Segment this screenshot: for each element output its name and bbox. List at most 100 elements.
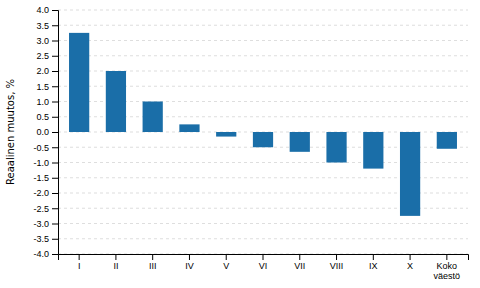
grid-line (58, 25, 468, 26)
grid-line (58, 40, 468, 41)
x-tick-mark (152, 254, 153, 260)
y-tick-label: 0.0 (36, 127, 49, 137)
y-tick-label: -2.0 (33, 188, 49, 198)
y-tick-label: 3.0 (36, 36, 49, 46)
bar (437, 132, 457, 149)
x-tick-mark (336, 254, 337, 260)
y-tick-mark (52, 10, 58, 11)
y-tick: -4.0 (33, 249, 58, 259)
y-tick: -0.5 (33, 143, 58, 153)
x-tick-label: II (113, 261, 118, 271)
chart: -4.0 -3.5 -3.0 -2.5 -2.0 -1.5 -1.0 -0.5 0.0 0.5 1.… (0, 0, 480, 288)
y-tick-label: -1.5 (33, 173, 49, 183)
bar (143, 102, 163, 133)
x-tick-mark (115, 254, 116, 260)
plot: -4.0 -3.5 -3.0 -2.5 -2.0 -1.5 -1.0 -0.5 0.0 0.5 1.… (33, 5, 468, 281)
y-tick-label: 3.5 (36, 21, 49, 31)
x-tick-mark (226, 254, 227, 260)
x-tick-label: VII (294, 261, 305, 271)
y-tick-mark (52, 117, 58, 118)
x-tick: VIII (330, 254, 344, 271)
y-tick-label: -0.5 (33, 143, 49, 153)
grid-line (58, 55, 468, 56)
x-tick-mark (373, 254, 374, 260)
y-tick-label: 1.0 (36, 97, 49, 107)
y-tick-label: 2.5 (36, 51, 49, 61)
bar (400, 132, 420, 216)
y-tick-label: -3.5 (33, 234, 49, 244)
y-tick-mark (52, 102, 58, 103)
y-tick-mark (52, 193, 58, 194)
y-tick: -1.5 (33, 173, 58, 183)
y-tick-mark (52, 163, 58, 164)
x-tick-mark (79, 254, 80, 260)
x-tick-mark (263, 254, 264, 260)
y-tick: 3.5 (36, 21, 58, 31)
x-tick: X (407, 254, 413, 271)
x-tick: II (113, 254, 118, 271)
y-tick-mark (52, 147, 58, 148)
bar (179, 124, 199, 132)
x-tick-label: I (78, 261, 81, 271)
y-axis-title: Reaalinen muutos, % (5, 79, 16, 185)
y-tick-mark (52, 56, 58, 57)
y-tick-mark (52, 208, 58, 209)
bar (69, 33, 89, 132)
x-tick-label: IV (185, 261, 194, 271)
x-tick: III (149, 254, 157, 271)
x-axis: IIIIIIIVVVIVIIVIIIIXXKokoväestö (59, 254, 469, 281)
y-tick-mark (52, 132, 58, 133)
grid-line (58, 238, 468, 239)
y-tick-label: 1.5 (36, 82, 49, 92)
x-tick-mark (189, 254, 190, 260)
y-axis: -4.0 -3.5 -3.0 -2.5 -2.0 -1.5 -1.0 -0.5 0.0 0.5 1.… (33, 5, 58, 259)
y-tick: -1.0 (33, 158, 58, 168)
y-tick-mark (52, 41, 58, 42)
x-tick-mark (446, 254, 447, 260)
y-tick-mark (52, 254, 58, 255)
bar (290, 132, 310, 152)
y-tick: -3.0 (33, 219, 58, 229)
x-tick: VII (294, 254, 305, 271)
x-tick: V (223, 254, 229, 271)
y-tick-label: 0.5 (36, 112, 49, 122)
y-tick-mark (52, 71, 58, 72)
y-tick-label: -2.5 (33, 204, 49, 214)
x-tick: I (78, 254, 81, 271)
y-tick: 3.0 (36, 36, 58, 46)
y-tick-label: -3.0 (33, 219, 49, 229)
y-tick: 2.5 (36, 51, 58, 61)
y-tick: 1.5 (36, 82, 58, 92)
y-tick-label: -4.0 (33, 249, 49, 259)
y-tick-mark (52, 224, 58, 225)
y-tick: -2.0 (33, 188, 58, 198)
y-tick-label: 4.0 (36, 5, 49, 15)
y-tick-mark (52, 178, 58, 179)
y-tick: -3.5 (33, 234, 58, 244)
x-tick: Kokoväestö (434, 254, 461, 281)
grid (58, 10, 468, 254)
y-tick-label: -1.0 (33, 158, 49, 168)
grid-line (58, 223, 468, 224)
bars (69, 33, 457, 216)
bar (326, 132, 346, 163)
x-tick-mark (410, 254, 411, 260)
grid-line (58, 10, 468, 11)
x-tick: VI (259, 254, 268, 271)
x-tick: IX (369, 254, 378, 271)
x-tick-label: VIII (330, 261, 344, 271)
bar (253, 132, 273, 147)
y-tick: 0.5 (36, 112, 58, 122)
y-tick: 4.0 (36, 5, 58, 15)
y-tick-mark (52, 239, 58, 240)
x-tick-label: VI (259, 261, 268, 271)
bar (106, 71, 126, 132)
x-axis-line (59, 255, 469, 261)
bar (216, 132, 236, 137)
x-tick-label: Kokoväestö (434, 261, 461, 281)
x-tick: IV (185, 254, 194, 271)
y-tick-label: 2.0 (36, 66, 49, 76)
y-tick: 2.0 (36, 66, 58, 76)
y-tick: 1.0 (36, 97, 58, 107)
x-tick-label: III (149, 261, 157, 271)
